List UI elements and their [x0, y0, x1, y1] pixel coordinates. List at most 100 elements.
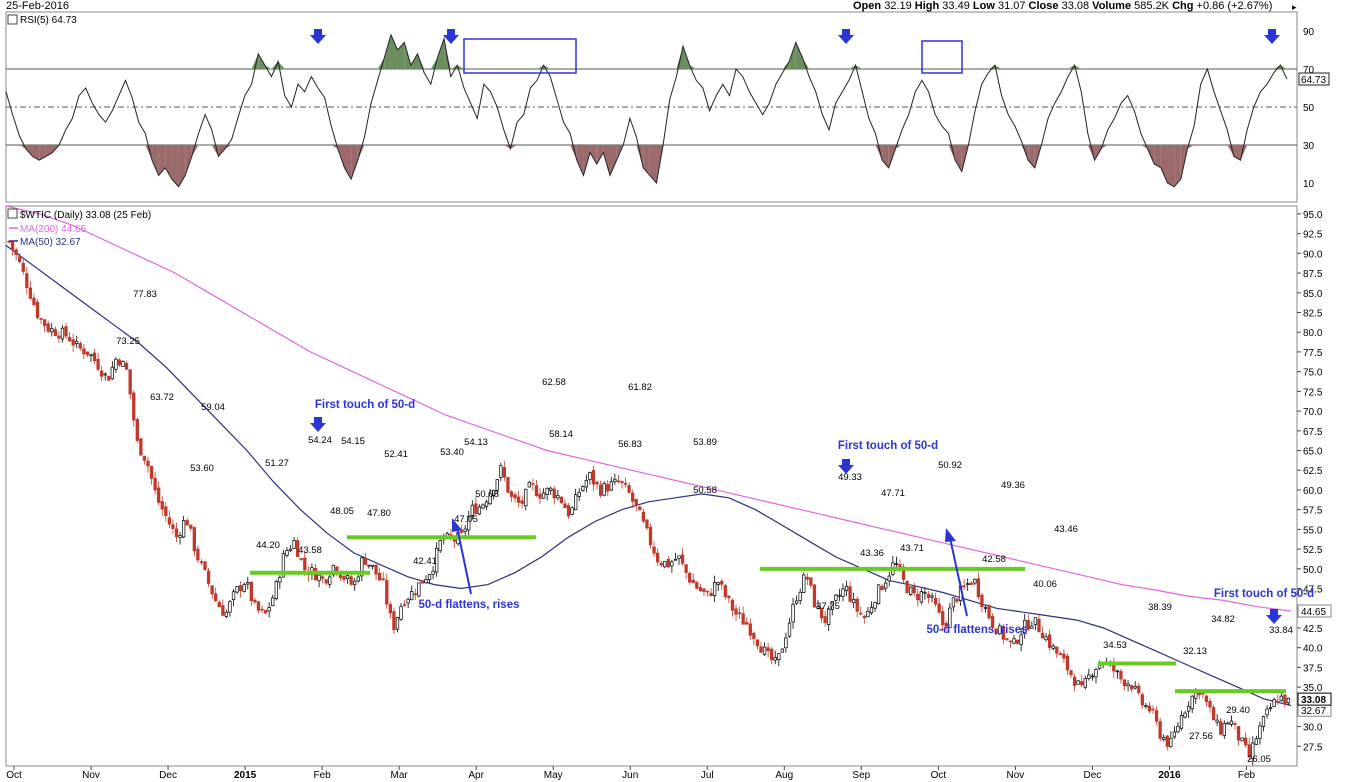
candle-body — [203, 561, 207, 571]
candle-body — [737, 612, 742, 614]
candle-body — [1154, 710, 1159, 722]
candle-body — [1119, 671, 1123, 680]
x-tick-label: Feb — [1238, 770, 1256, 781]
candle-body — [1186, 706, 1191, 712]
rsi-oversold-area — [503, 145, 511, 149]
candle-body — [427, 574, 432, 580]
candle-body — [463, 528, 467, 532]
candle-body — [267, 607, 271, 612]
candle-body — [919, 591, 924, 603]
price-data-label: 53.40 — [440, 447, 464, 458]
candle-body — [990, 615, 995, 628]
candle-body — [1190, 695, 1194, 710]
candle-body — [121, 361, 125, 367]
candle-body — [474, 503, 478, 515]
candle-body — [28, 287, 33, 299]
candle-body — [1094, 669, 1098, 678]
candle-body — [274, 580, 278, 600]
candle-body — [1169, 737, 1173, 748]
ma50-line — [5, 244, 1292, 707]
rsi-oversold-area — [331, 145, 338, 149]
candle-body — [42, 319, 47, 326]
candle-body — [1151, 708, 1155, 711]
price-data-label: 61.82 — [628, 382, 652, 393]
low-label: Low — [972, 0, 995, 12]
rsi-oversold-area — [576, 145, 584, 176]
x-tick-label: Feb — [314, 770, 332, 781]
rsi-oversold-area — [1101, 145, 1108, 149]
candle-body — [709, 592, 713, 597]
candle-body — [142, 455, 147, 461]
candle-body — [876, 584, 881, 604]
candle-body — [1222, 723, 1226, 736]
candle-body — [663, 561, 667, 568]
candle-body — [987, 605, 991, 619]
candle-body — [1268, 707, 1273, 710]
rsi-legend-icon — [7, 14, 18, 25]
candle-body — [32, 297, 36, 305]
price-data-label: 54.15 — [341, 436, 365, 447]
rsi-oversold-area — [570, 145, 577, 161]
candle-body — [285, 550, 289, 556]
price-data-label: 73.25 — [116, 336, 140, 347]
candle-body — [1087, 674, 1091, 679]
rsi-oversold-area — [158, 145, 166, 176]
candle-body — [969, 582, 973, 585]
candle-body — [349, 576, 353, 585]
candle-body — [114, 358, 118, 370]
price-data-label: 50.92 — [938, 460, 962, 471]
candle-body — [246, 582, 250, 585]
rsi-tick-label: 30 — [1303, 141, 1315, 152]
candle-body — [844, 585, 849, 592]
candle-body — [438, 539, 442, 552]
candle-body — [595, 481, 599, 485]
rsi-oversold-area — [145, 145, 153, 161]
price-data-label: 62.58 — [542, 377, 566, 388]
price-y-tick-label: 55.0 — [1303, 525, 1323, 536]
candle-body — [1172, 731, 1177, 738]
price-data-label: 54.13 — [464, 437, 488, 448]
candle-body — [980, 594, 984, 607]
price-y-tick-label: 82.5 — [1303, 308, 1323, 319]
candle-body — [192, 527, 196, 552]
annotation-text: 50-d flattens, rises — [927, 624, 1028, 636]
candle-body — [470, 504, 474, 516]
candle-body — [1279, 695, 1283, 702]
candle-body — [1147, 705, 1152, 712]
candle-body — [502, 467, 507, 478]
candle-body — [613, 478, 617, 483]
candle-body — [563, 503, 567, 508]
candle-body — [994, 628, 998, 635]
candle-body — [110, 366, 115, 380]
rsi-overbought-area — [676, 46, 684, 69]
candle-body — [417, 582, 421, 597]
candle-body — [812, 584, 817, 608]
price-data-label: 53.60 — [190, 463, 214, 474]
candle-body — [410, 591, 414, 601]
rsi-highlight-box — [463, 38, 577, 74]
x-tick-label: Aug — [775, 770, 793, 781]
candle-body — [609, 481, 613, 491]
x-tick-label: 2015 — [234, 770, 257, 781]
candle-body — [691, 579, 695, 584]
candle-body — [278, 577, 282, 583]
candle-body — [684, 564, 688, 573]
candle-body — [909, 586, 913, 596]
price-panel: 95.0 92.5 90.0 87.5 85.0 82.5 80.0 77.5 75.0 72.5… — [5, 205, 1332, 781]
candle-body — [659, 562, 663, 566]
low-value: 31.07 — [997, 0, 1026, 12]
candle-body — [377, 572, 382, 581]
x-tick-label: Oct — [931, 770, 947, 781]
high-value: 33.49 — [942, 0, 970, 12]
candle-body — [50, 327, 54, 333]
candle-body — [299, 558, 303, 560]
candle-body — [809, 577, 813, 586]
candle-body — [424, 579, 428, 584]
candle-body — [1179, 715, 1184, 729]
candle-body — [492, 489, 496, 496]
candle-body — [1133, 686, 1137, 689]
candle-body — [71, 339, 75, 346]
rsi-oversold-area — [895, 145, 903, 149]
candle-body — [1001, 625, 1005, 640]
rsi-overbought-area — [278, 61, 285, 69]
